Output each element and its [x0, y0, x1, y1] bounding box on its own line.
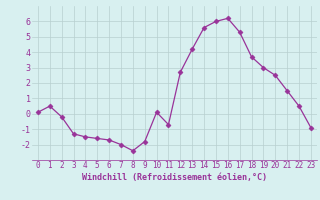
X-axis label: Windchill (Refroidissement éolien,°C): Windchill (Refroidissement éolien,°C) — [82, 173, 267, 182]
